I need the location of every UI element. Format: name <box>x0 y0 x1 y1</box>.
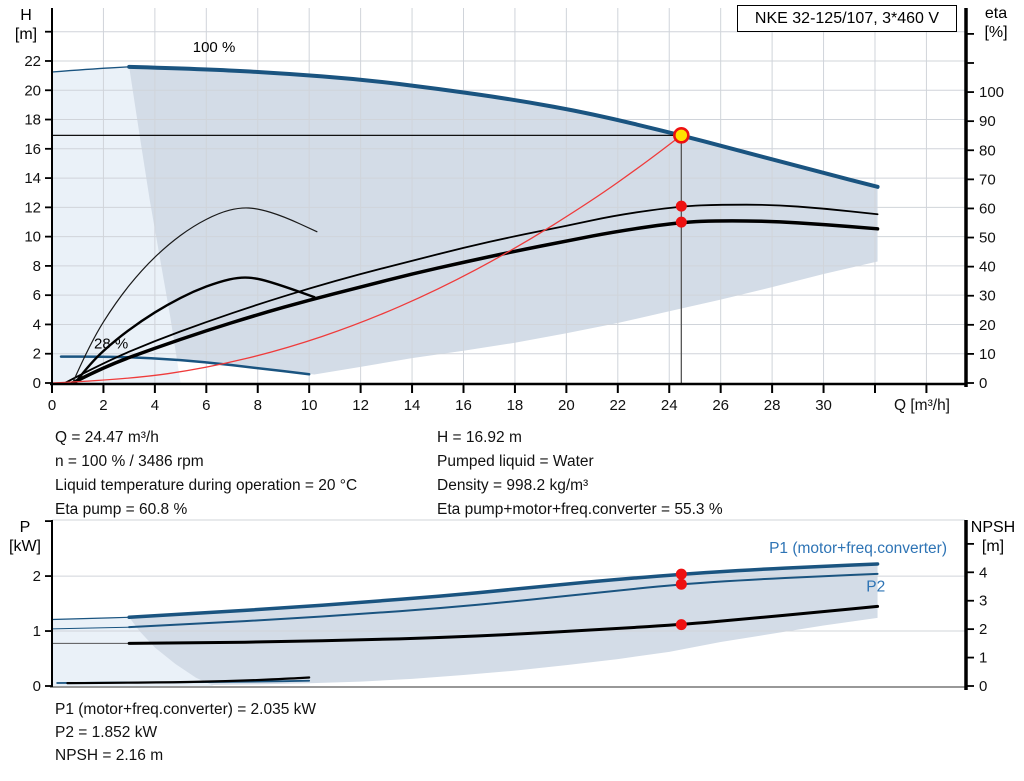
y-left-tick-label: 0 <box>33 375 41 392</box>
result-line: Eta pump = 60.8 % <box>55 501 188 518</box>
y-left-tick-label: 4 <box>33 316 41 333</box>
eta-pump-reduced-curve <box>71 207 318 384</box>
y-right-tick-label: 90 <box>979 113 996 130</box>
x-tick-label: 14 <box>404 397 421 414</box>
x-tick-label: 2 <box>99 397 107 414</box>
result-line: P2 = 1.852 kW <box>55 724 158 741</box>
y-right-tick-label: 0 <box>979 375 987 392</box>
npsh-point <box>675 619 687 631</box>
y-left-tick-label: 8 <box>33 258 41 275</box>
y-left-tick-label: 1 <box>33 623 41 640</box>
x-axis-title: Q [m³/h] <box>894 397 950 414</box>
y-left-tick-label: 2 <box>33 568 41 585</box>
result-line: Eta pump+motor+freq.converter = 55.3 % <box>437 501 723 518</box>
result-line: NPSH = 2.16 m <box>55 747 164 764</box>
y-left-tick-label: 2 <box>33 346 41 363</box>
h-curve-100pct <box>127 64 880 189</box>
y-right-tick-label: 70 <box>979 171 996 188</box>
y-left-tick-label: 12 <box>24 199 41 216</box>
y-right-tick-label: 20 <box>979 317 996 334</box>
p2-point <box>675 578 687 590</box>
x-tick-label: 6 <box>202 397 210 414</box>
duty-results-left: Q = 24.47 m³/h n = 100 % / 3486 rpm Liqu… <box>55 426 357 522</box>
eta-total-curve <box>70 219 880 385</box>
pump-title-box: NKE 32-125/107, 3*460 V <box>737 5 957 32</box>
result-line: Liquid temperature during operation = 20… <box>55 477 358 494</box>
eta-total-reduced-curve <box>73 276 316 385</box>
power-envelope <box>52 563 878 686</box>
y-right-tick-label: 1 <box>979 650 987 667</box>
y-right-tick-label: 80 <box>979 142 996 159</box>
x-tick-label: 4 <box>151 397 159 414</box>
speed-label-28: 28 % <box>94 336 128 353</box>
low-flow-region <box>52 66 181 383</box>
eta-pump-point <box>675 200 687 212</box>
eta-pump-curve <box>63 203 879 384</box>
y-left-tick-label: 20 <box>24 82 41 99</box>
y-left-tick-label: 0 <box>33 678 41 695</box>
p2-curve-ext <box>51 626 130 630</box>
hq-eta-chart: 100 %28 %0 2 4 6 8 10 12 14 16 18 20 22 24 26 28 30 Q [m… <box>24 8 1004 414</box>
pump-title: NKE 32-125/107, 3*460 V <box>754 9 940 27</box>
duty-results-right: H = 16.92 m Pumped liquid = Water Densit… <box>437 426 723 522</box>
y-right-tick-label: 60 <box>979 200 996 217</box>
result-line: H = 16.92 m <box>437 429 522 446</box>
result-line: n = 100 % / 3486 rpm <box>55 453 204 470</box>
x-tick-label: 8 <box>254 397 262 414</box>
y-left-tick-label: 10 <box>24 229 41 246</box>
result-line: Q = 24.47 m³/h <box>55 429 159 446</box>
x-tick-label: 24 <box>661 397 678 414</box>
x-tick-label: 28 <box>764 397 781 414</box>
y-right-tick-label: 50 <box>979 230 996 247</box>
p1-label: P1 (motor+freq.converter) <box>769 540 947 557</box>
duty-point <box>673 127 690 144</box>
y-right-tick-label: 10 <box>979 346 996 363</box>
y-left-tick-label: 16 <box>24 141 41 158</box>
x-tick-label: 10 <box>301 397 318 414</box>
y-right-tick-label: 4 <box>979 564 987 581</box>
p-npsh-chart: P1 (motor+freq.converter) P2 0 1 2 0 1 2 3 4 <box>33 519 987 695</box>
x-tick-label: 12 <box>352 397 369 414</box>
x-tick-label: 18 <box>507 397 524 414</box>
h-curve-28pct <box>59 355 311 376</box>
y-left-tick-label: 22 <box>24 53 41 70</box>
eta-axis-title: eta [%] <box>984 5 1008 41</box>
p2-curve <box>128 572 879 629</box>
low-flow-region <box>52 617 215 686</box>
x-tick-label: 30 <box>815 397 832 414</box>
x-tick-label: 22 <box>609 397 626 414</box>
h-axis-title: H [m] <box>14 7 38 43</box>
system-curve <box>51 134 682 384</box>
power-results: P1 (motor+freq.converter) = 2.035 kW P2 … <box>55 698 316 767</box>
eta-total-point <box>675 216 687 228</box>
result-line: Density = 998.2 kg/m³ <box>437 477 589 494</box>
p-axis-title: P [kW] <box>9 519 41 555</box>
y-right-tick-label: 0 <box>979 678 987 695</box>
y-left-tick-label: 18 <box>24 112 41 129</box>
y-left-tick-label: 6 <box>33 287 41 304</box>
npsh-curve-28pct <box>66 676 311 685</box>
npsh-axis-title: NPSH [m] <box>970 519 1016 555</box>
x-tick-label: 20 <box>558 397 575 414</box>
result-line: Pumped liquid = Water <box>437 453 594 470</box>
p2-label: P2 <box>866 578 885 595</box>
y-left-tick-label: 14 <box>24 170 41 187</box>
y-right-tick-label: 30 <box>979 288 996 305</box>
y-right-tick-label: 40 <box>979 259 996 276</box>
x-tick-label: 0 <box>48 397 56 414</box>
y-right-tick-label: 100 <box>979 84 1004 101</box>
speed-label-100: 100 % <box>193 39 236 56</box>
p1-point <box>675 568 687 580</box>
x-tick-label: 16 <box>455 397 472 414</box>
p1-curve <box>127 562 880 620</box>
npsh-curve <box>127 604 880 645</box>
x-tick-label: 26 <box>712 397 729 414</box>
y-right-tick-label: 2 <box>979 621 987 638</box>
p1-curve-ext <box>51 616 130 621</box>
result-line: P1 (motor+freq.converter) = 2.035 kW <box>55 701 317 718</box>
y-right-tick-label: 3 <box>979 593 987 610</box>
h-curve-100pct-ext <box>51 66 130 73</box>
